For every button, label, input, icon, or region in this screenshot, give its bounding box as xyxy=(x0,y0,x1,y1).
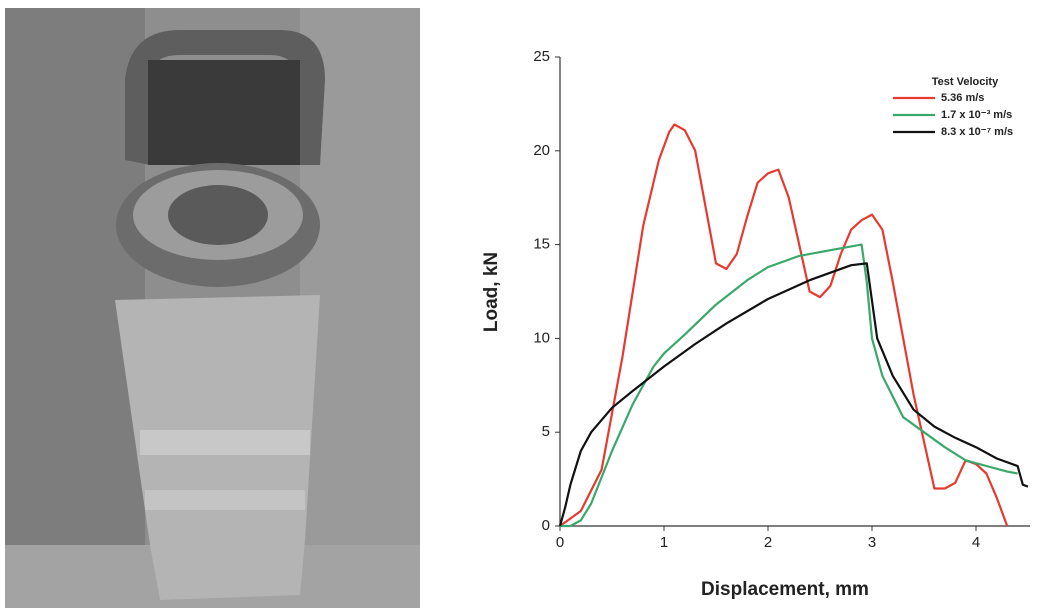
y-tick-label: 25 xyxy=(533,48,550,65)
y-tick-label: 5 xyxy=(542,423,550,440)
legend-label: 8.3 x 10⁻⁷ m/s xyxy=(941,126,1013,138)
legend-label: 5.36 m/s xyxy=(941,92,984,104)
x-tick-label: 3 xyxy=(868,534,876,551)
y-tick-label: 10 xyxy=(533,329,550,346)
photo-strip-highlight xyxy=(140,430,310,455)
x-tick-label: 1 xyxy=(660,534,668,551)
legend-title: Test Velocity xyxy=(932,76,999,88)
legend-label: 1.7 x 10⁻³ m/s xyxy=(941,109,1012,121)
photo-nugget xyxy=(168,185,268,245)
x-axis-label: Displacement, mm xyxy=(701,579,869,600)
page: {"chart_data": { "type": "line", "xlabel… xyxy=(0,0,1052,610)
y-tick-label: 15 xyxy=(533,236,550,253)
photo-hole xyxy=(148,60,300,165)
specimen-photo xyxy=(5,8,420,608)
photo-strip-highlight xyxy=(145,490,305,510)
x-tick-label: 0 xyxy=(556,534,564,551)
y-axis-label: Load, kN xyxy=(481,252,502,332)
series-line xyxy=(560,245,1018,526)
y-tick-label: 0 xyxy=(542,517,550,534)
x-tick-label: 4 xyxy=(972,534,980,551)
figure: Displacement, mm Load, kN Test Velocity … xyxy=(0,0,1052,610)
y-tick-label: 20 xyxy=(533,142,550,159)
x-tick-label: 2 xyxy=(764,534,772,551)
series-line xyxy=(560,125,1007,527)
